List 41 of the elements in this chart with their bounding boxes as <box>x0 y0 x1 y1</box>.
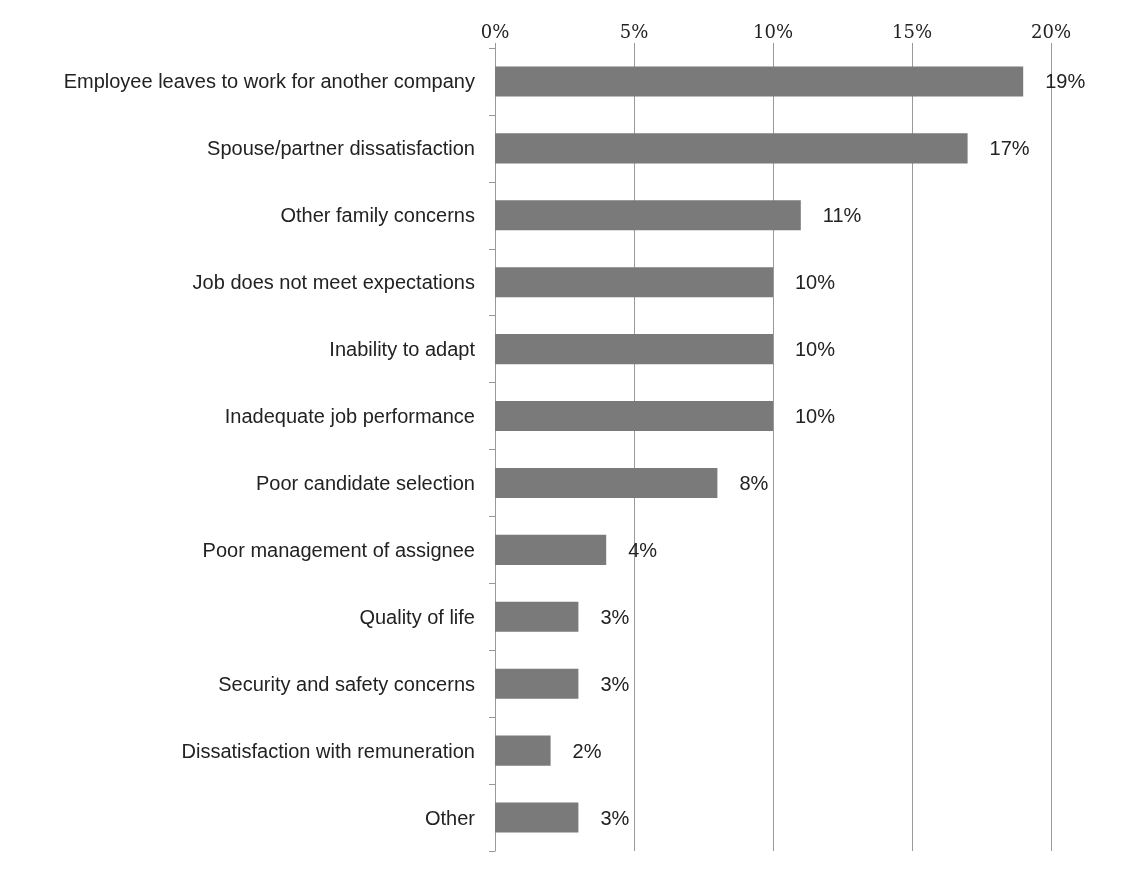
y-tick-label: Poor candidate selection <box>255 471 475 494</box>
x-tick-label: 10% <box>752 20 794 42</box>
y-tick-label: Inadequate job performance <box>224 405 475 428</box>
x-tick-label: 15% <box>891 20 933 42</box>
y-tick-label: Inability to adapt <box>329 338 476 361</box>
y-tick-label: Employee leaves to work for another company <box>63 70 475 93</box>
bar <box>495 66 1024 97</box>
bar <box>495 534 607 565</box>
data-label: 19% <box>1045 70 1086 93</box>
bar <box>495 133 968 164</box>
y-tick-label: Security and safety concerns <box>218 672 475 695</box>
y-tick-label: Other <box>424 806 476 829</box>
bar <box>495 200 801 231</box>
bar <box>495 467 718 499</box>
data-label: 4% <box>628 538 658 561</box>
y-tick-label: Poor management of assignee <box>202 538 475 561</box>
data-label: 3% <box>600 806 630 829</box>
data-label: 11% <box>822 204 862 227</box>
y-tick-label: Job does not meet expectations <box>192 271 475 294</box>
data-label: 8% <box>739 471 769 494</box>
y-tick-label: Other family concerns <box>280 204 475 227</box>
data-label: 10% <box>795 405 836 428</box>
bar <box>495 267 773 298</box>
bar <box>495 735 551 766</box>
bar <box>495 400 773 432</box>
data-label: 2% <box>572 739 602 762</box>
bar <box>495 668 579 699</box>
x-tick-label: 5% <box>619 20 649 42</box>
data-label: 3% <box>600 672 630 695</box>
data-label: 3% <box>600 605 630 628</box>
bar <box>495 334 773 365</box>
x-tick-label: 0% <box>480 20 510 42</box>
y-tick-label: Dissatisfaction with remuneration <box>181 739 475 762</box>
y-tick-label: Spouse/partner dissatisfaction <box>207 137 475 160</box>
x-tick-label: 20% <box>1030 20 1072 42</box>
data-label: 17% <box>989 137 1030 160</box>
data-label: 10% <box>795 271 836 294</box>
y-tick-label: Quality of life <box>359 605 475 628</box>
bar <box>495 802 579 833</box>
data-label: 10% <box>795 338 836 361</box>
bar <box>495 601 579 632</box>
